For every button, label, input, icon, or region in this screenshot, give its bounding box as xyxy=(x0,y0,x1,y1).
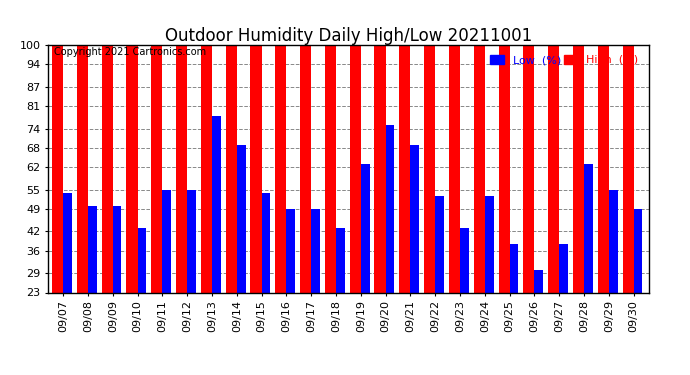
Bar xyxy=(375,45,386,292)
Text: Copyright 2021 Cartronics.com: Copyright 2021 Cartronics.com xyxy=(55,48,206,57)
Bar xyxy=(311,209,320,292)
Bar xyxy=(573,45,584,292)
Bar xyxy=(52,45,63,292)
Bar xyxy=(400,45,411,292)
Bar xyxy=(598,45,609,292)
Bar xyxy=(162,190,171,292)
Bar xyxy=(212,116,221,292)
Bar xyxy=(101,45,112,292)
Bar xyxy=(237,145,246,292)
Title: Outdoor Humidity Daily High/Low 20211001: Outdoor Humidity Daily High/Low 20211001 xyxy=(165,27,532,45)
Bar xyxy=(77,45,88,292)
Bar xyxy=(548,45,560,292)
Bar xyxy=(262,193,270,292)
Bar xyxy=(88,206,97,292)
Bar xyxy=(485,196,493,292)
Bar xyxy=(350,45,361,292)
Bar xyxy=(137,228,146,292)
Legend: Low  (%), High  (%): Low (%), High (%) xyxy=(486,51,643,69)
Bar xyxy=(560,244,568,292)
Bar xyxy=(584,164,593,292)
Bar xyxy=(435,196,444,292)
Bar xyxy=(336,228,345,292)
Bar xyxy=(411,145,419,292)
Bar xyxy=(361,164,370,292)
Bar xyxy=(535,270,543,292)
Bar xyxy=(187,190,196,292)
Bar xyxy=(300,45,311,292)
Bar xyxy=(474,45,485,292)
Bar xyxy=(510,244,518,292)
Bar xyxy=(633,209,642,292)
Bar xyxy=(386,125,395,292)
Bar xyxy=(424,45,435,292)
Bar xyxy=(226,45,237,292)
Bar xyxy=(449,45,460,292)
Bar xyxy=(250,45,262,292)
Bar xyxy=(460,228,469,292)
Bar xyxy=(201,45,212,292)
Bar xyxy=(126,45,137,292)
Bar xyxy=(176,45,187,292)
Bar xyxy=(523,45,535,292)
Bar xyxy=(609,190,618,292)
Bar xyxy=(275,45,286,292)
Bar xyxy=(112,206,121,292)
Bar xyxy=(286,209,295,292)
Bar xyxy=(622,45,633,292)
Bar xyxy=(498,45,510,292)
Bar xyxy=(151,45,162,292)
Bar xyxy=(325,45,336,292)
Bar xyxy=(63,193,72,292)
